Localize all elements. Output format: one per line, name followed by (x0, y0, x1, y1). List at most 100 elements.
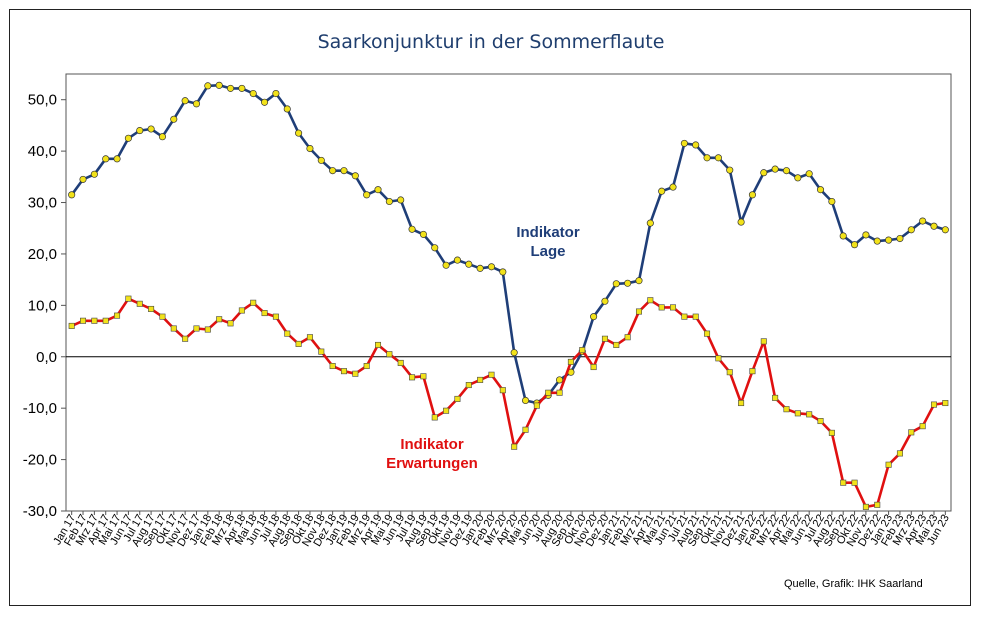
data-point (79, 175, 87, 183)
data-point (465, 260, 473, 268)
data-point (624, 279, 632, 287)
data-point (556, 376, 564, 384)
data-point (148, 305, 155, 312)
data-point (715, 355, 722, 362)
data-point (192, 100, 201, 108)
data-point (363, 363, 370, 370)
data-point (510, 349, 518, 357)
series-label: Lage (530, 243, 565, 260)
data-point (443, 407, 450, 414)
data-point (295, 129, 303, 137)
y-tick-label: -30,0 (23, 503, 57, 520)
data-point (851, 241, 859, 249)
data-point (170, 115, 178, 123)
chart-title: Saarkonjunktur in der Sommerflaute (317, 31, 665, 53)
data-point (703, 154, 711, 162)
data-point (772, 394, 779, 401)
data-point (771, 165, 779, 173)
data-point (204, 326, 211, 333)
data-point (658, 304, 665, 311)
data-point (386, 351, 393, 358)
data-point (511, 443, 518, 450)
data-point (408, 225, 416, 233)
data-point (545, 389, 552, 396)
data-point (340, 167, 348, 175)
data-point (204, 82, 212, 90)
data-point (453, 256, 461, 264)
data-point (91, 317, 98, 324)
y-axis-ticks: -30,0 -20,0 -10,0 0,0 10,0 20,0 30,0 40,0 50,0 (23, 92, 66, 520)
data-point (817, 418, 824, 425)
data-point (862, 231, 870, 239)
data-point (431, 244, 439, 252)
source-note: Quelle, Grafik: IHK Saarland (784, 578, 923, 590)
data-point (487, 263, 496, 271)
data-point (533, 402, 540, 409)
data-point (375, 341, 382, 348)
series-label: Indikator (400, 436, 464, 453)
data-point (340, 368, 347, 375)
data-point (692, 313, 699, 320)
data-point (295, 340, 302, 347)
data-point (612, 280, 620, 288)
data-point (839, 232, 847, 240)
data-point (182, 335, 189, 342)
data-point (907, 226, 915, 234)
data-point (851, 479, 858, 486)
data-point (680, 139, 688, 147)
data-point (828, 197, 836, 206)
data-point (885, 461, 892, 468)
data-point (317, 156, 325, 164)
data-point (794, 410, 801, 417)
data-point (113, 155, 121, 163)
data-point (170, 325, 177, 332)
data-point (477, 376, 484, 383)
data-point (885, 236, 893, 244)
data-point (80, 317, 87, 324)
data-point (590, 364, 597, 371)
data-point (748, 191, 756, 199)
data-point (147, 125, 155, 133)
data-point (90, 170, 98, 178)
data-point (806, 411, 813, 418)
series-line (70, 84, 946, 405)
series-lage (68, 81, 949, 407)
data-point (522, 426, 529, 433)
data-point (329, 363, 336, 370)
data-point (318, 348, 325, 355)
y-tick-label: 10,0 (28, 297, 57, 314)
data-point (930, 222, 938, 230)
data-point (238, 307, 245, 314)
data-point (873, 237, 881, 245)
data-point (306, 144, 314, 153)
data-point (227, 320, 234, 327)
data-point (159, 313, 166, 320)
data-point (658, 187, 666, 195)
data-point (272, 313, 279, 320)
data-point (124, 134, 132, 142)
series-line (71, 297, 946, 509)
data-point (840, 479, 847, 486)
data-point (158, 133, 166, 141)
data-point (374, 186, 382, 194)
data-point (272, 89, 280, 98)
data-point (590, 313, 598, 321)
data-point (862, 503, 869, 510)
data-point (249, 89, 257, 98)
chart-frame (9, 9, 971, 606)
data-point (556, 389, 563, 396)
data-point (419, 230, 427, 238)
data-point (726, 369, 733, 376)
data-point (896, 450, 903, 457)
data-point (68, 191, 76, 199)
data-point (351, 172, 359, 180)
data-point (670, 304, 677, 311)
data-point (930, 401, 937, 408)
data-point (794, 174, 802, 182)
data-point (828, 429, 835, 436)
data-point (250, 299, 257, 306)
data-point (476, 264, 484, 272)
data-point (261, 310, 268, 317)
data-point (624, 334, 631, 341)
